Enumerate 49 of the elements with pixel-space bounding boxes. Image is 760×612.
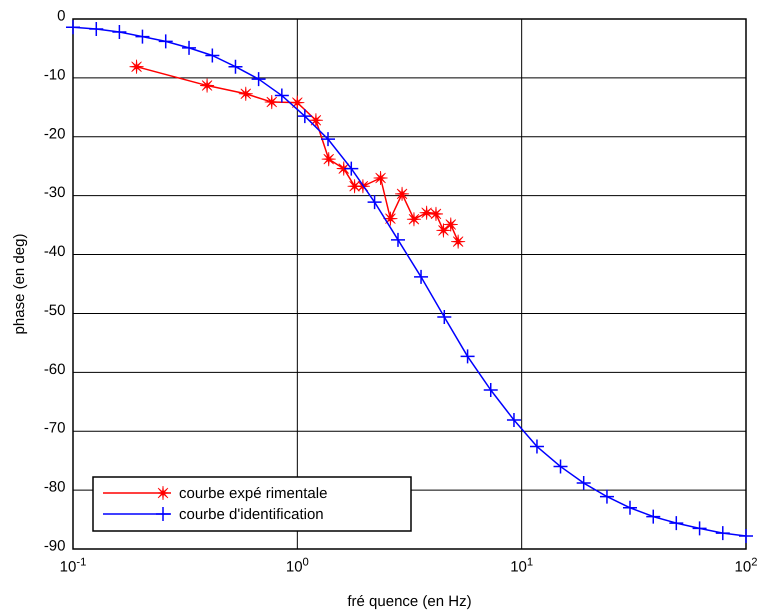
point — [297, 108, 313, 124]
point — [715, 525, 731, 541]
y-tick-label: -20 — [44, 125, 66, 142]
legend-label: courbe expé rimentale — [179, 485, 328, 502]
point — [506, 412, 522, 428]
point — [112, 24, 128, 40]
point — [88, 21, 104, 37]
y-tick-label: -50 — [44, 302, 66, 319]
point — [366, 194, 382, 210]
point — [692, 520, 708, 536]
legend-label: courbe d'identification — [179, 506, 324, 523]
x-tick-label: 10$^{-1}$ — [60, 556, 86, 576]
point — [622, 500, 638, 516]
y-tick-label: -70 — [44, 420, 66, 437]
point — [390, 232, 406, 248]
x-axis-title: fré quence (en Hz) — [347, 593, 472, 610]
point — [65, 19, 81, 35]
point — [344, 160, 360, 176]
point — [482, 382, 498, 398]
y-tick-label: -30 — [44, 184, 66, 202]
point — [460, 348, 476, 364]
point — [320, 131, 336, 147]
point — [576, 475, 592, 491]
point — [436, 309, 452, 325]
x-tick-label: 10$^{0}$ — [286, 556, 309, 576]
point — [181, 40, 197, 56]
y-axis-title: phase (en deg) — [11, 234, 28, 334]
point — [436, 223, 451, 238]
point — [646, 508, 662, 524]
point — [668, 515, 684, 531]
point — [738, 528, 754, 544]
y-tick-label: 0 — [57, 8, 66, 24]
point — [158, 34, 174, 50]
y-tick-label: -90 — [44, 538, 66, 554]
x-tick-label: 10$^{2}$ — [734, 556, 758, 576]
y-tick-label: -10 — [44, 66, 66, 84]
point — [413, 269, 429, 285]
point — [228, 58, 244, 74]
point — [134, 28, 150, 44]
y-tick-label: -80 — [44, 478, 66, 496]
point — [599, 488, 615, 504]
point — [250, 71, 266, 87]
point — [552, 458, 568, 474]
point — [274, 88, 290, 104]
point — [204, 48, 220, 64]
y-tick-label: -60 — [44, 360, 66, 378]
x-tick-label: 10$^{1}$ — [510, 556, 534, 576]
y-tick-label: -40 — [44, 243, 66, 260]
point — [529, 438, 545, 454]
